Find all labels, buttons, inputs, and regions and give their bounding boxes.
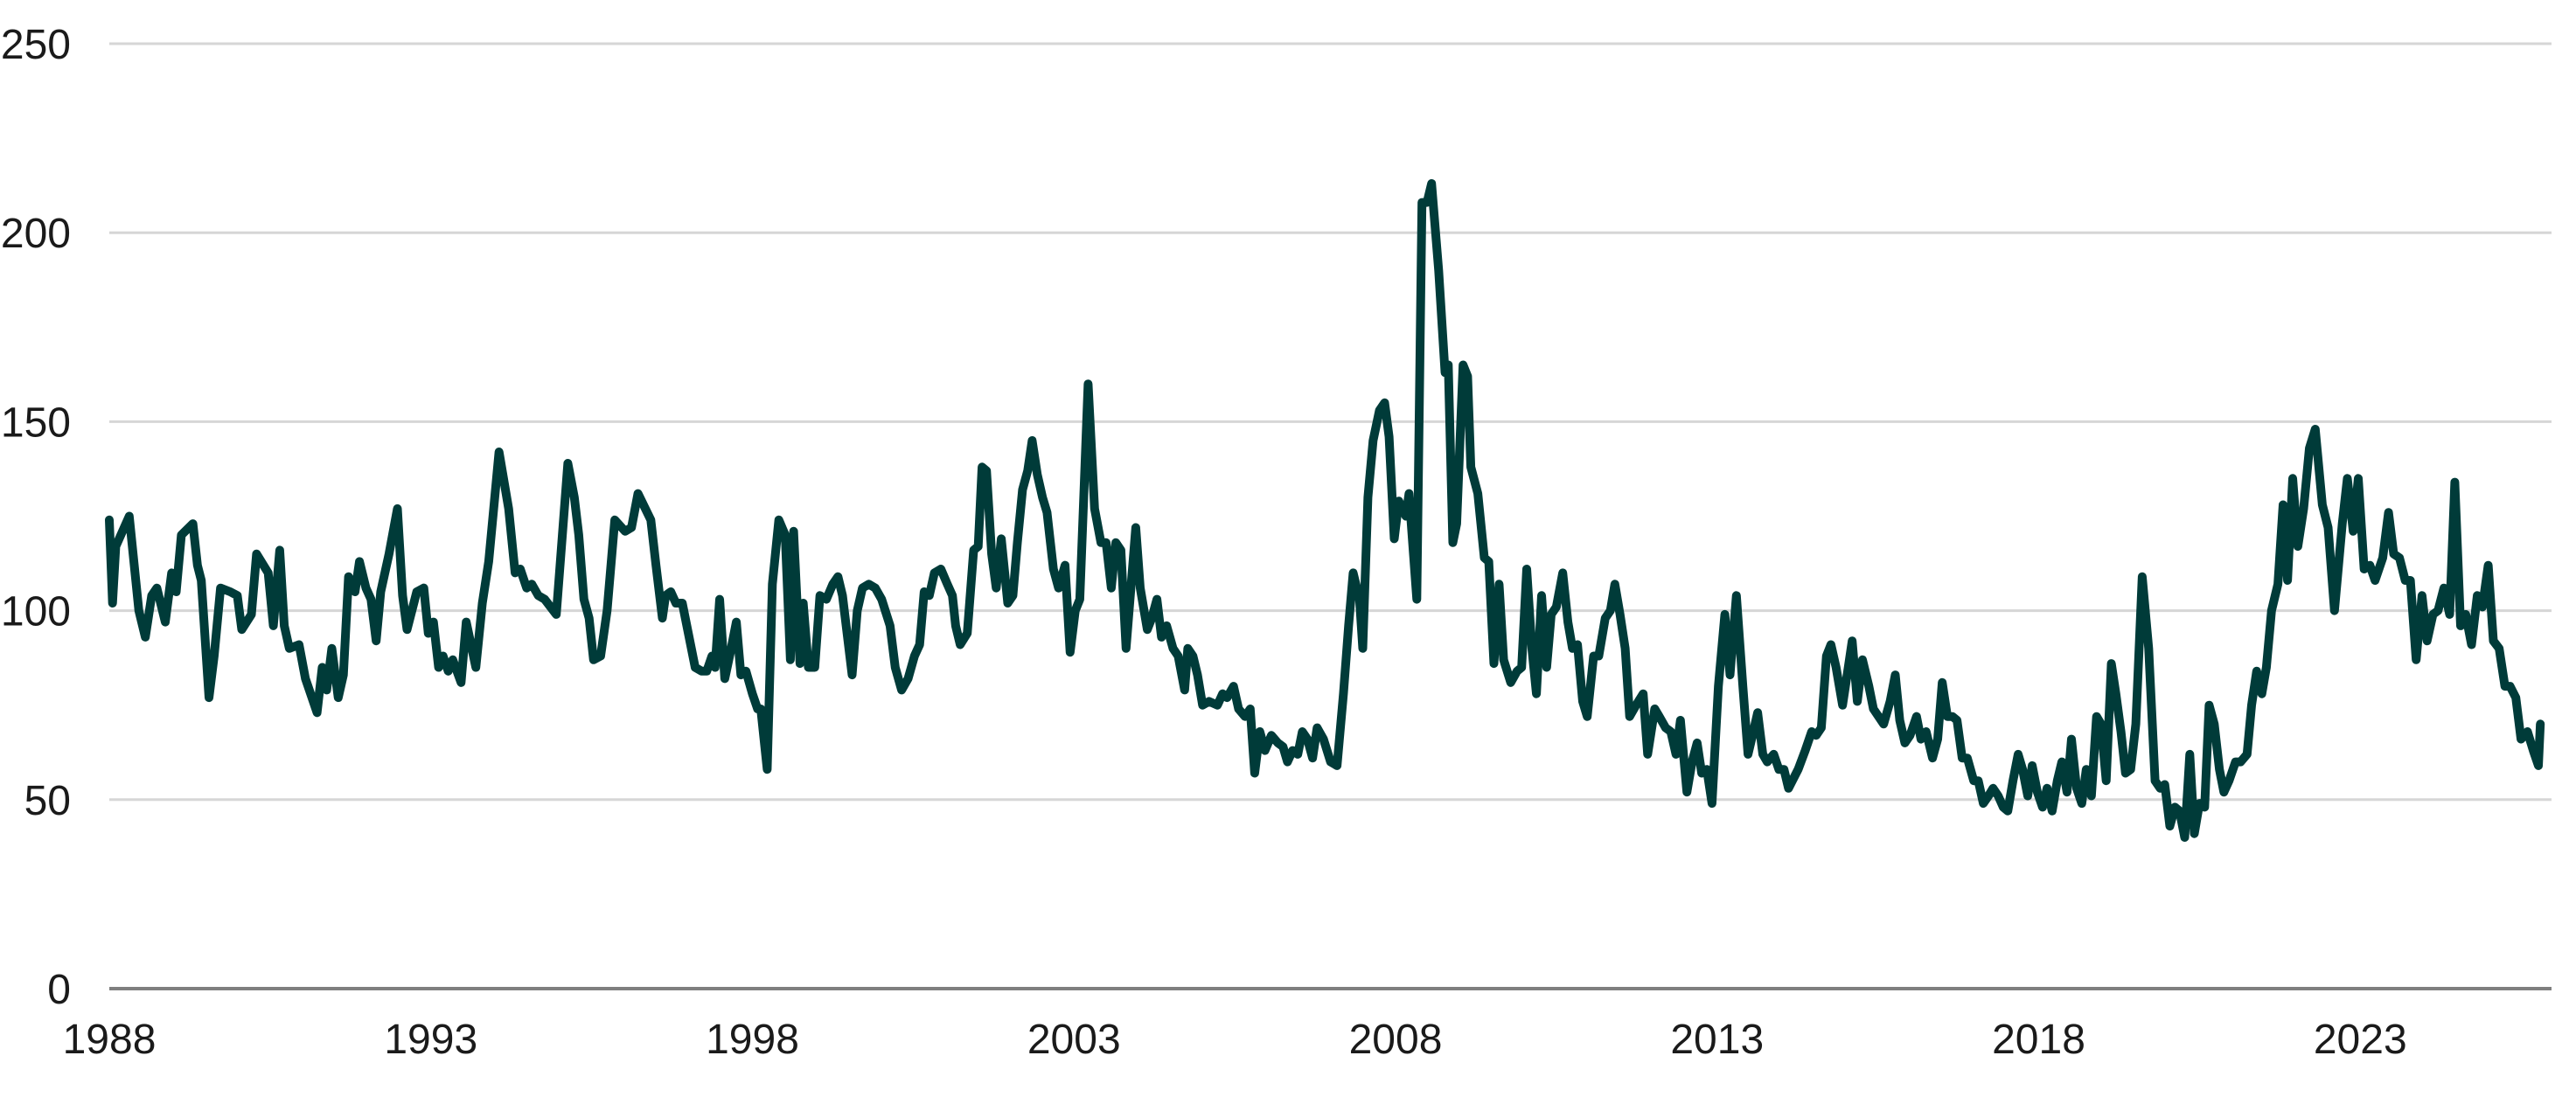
x-tick-label: 2003 (1027, 1017, 1121, 1063)
x-tick-label: 1993 (384, 1017, 477, 1063)
x-tick-label: 2013 (1670, 1017, 1764, 1063)
gridlines (109, 42, 2552, 802)
y-tick-label: 200 (1, 211, 71, 257)
y-tick-label: 0 (47, 967, 71, 1013)
x-tick-label: 2008 (1349, 1017, 1443, 1063)
series-line (105, 179, 2545, 842)
y-axis-tick-labels: 0 50 100 150 200 250 (1, 22, 71, 1013)
y-tick-label: 150 (1, 399, 71, 446)
x-tick-label: 1998 (706, 1017, 799, 1063)
x-tick-label: 1988 (63, 1017, 157, 1063)
y-tick-label: 100 (1, 589, 71, 635)
y-tick-label: 50 (24, 778, 71, 824)
y-tick-label: 250 (1, 22, 71, 68)
x-axis-tick-labels: 1988 1993 1998 2003 2008 2013 2018 2023 (63, 1017, 2407, 1063)
x-tick-label: 2018 (1992, 1017, 2085, 1063)
series-lines (105, 179, 2545, 842)
x-tick-label: 2023 (2314, 1017, 2407, 1063)
